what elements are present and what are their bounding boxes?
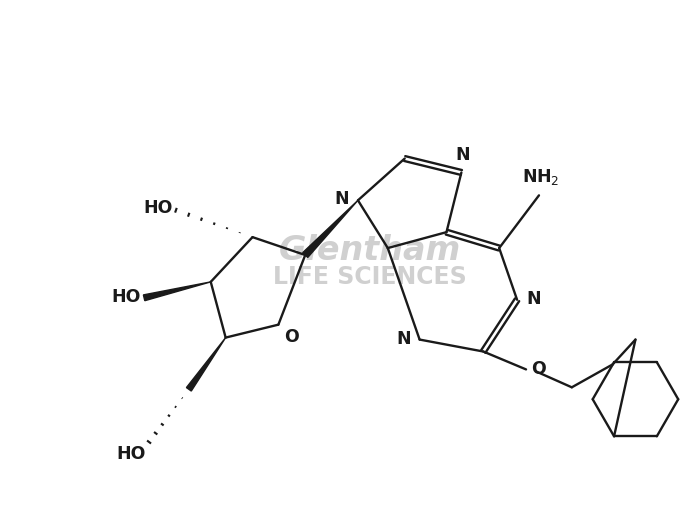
Text: O: O: [285, 328, 299, 346]
Text: N: N: [396, 330, 411, 347]
Text: HO: HO: [143, 199, 173, 217]
Text: N: N: [455, 146, 470, 163]
Text: N: N: [334, 190, 349, 209]
Text: HO: HO: [117, 445, 146, 463]
Text: HO: HO: [112, 288, 141, 306]
Text: LIFE SCIENCES: LIFE SCIENCES: [273, 265, 467, 289]
Text: O: O: [531, 360, 546, 379]
Text: N: N: [526, 290, 541, 308]
Polygon shape: [187, 337, 226, 391]
Text: NH$_2$: NH$_2$: [522, 167, 560, 187]
Polygon shape: [303, 200, 358, 257]
Text: Glentham: Glentham: [279, 233, 461, 267]
Polygon shape: [143, 282, 211, 301]
